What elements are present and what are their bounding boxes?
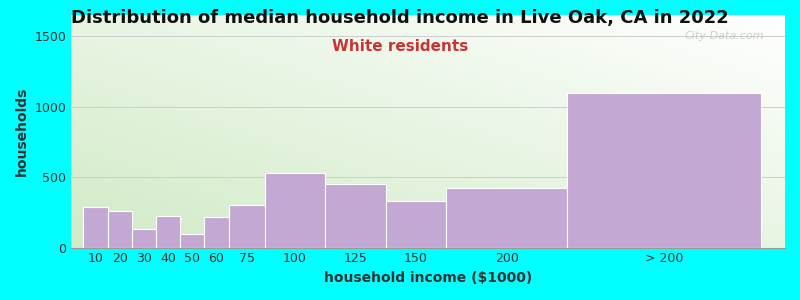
Bar <box>386 201 446 247</box>
Bar <box>204 217 229 248</box>
Bar <box>107 211 132 247</box>
Text: White residents: White residents <box>332 39 468 54</box>
Bar <box>326 184 386 247</box>
Bar <box>156 216 180 248</box>
Bar <box>132 229 156 247</box>
Text: City-Data.com: City-Data.com <box>684 31 763 41</box>
Bar <box>83 207 107 248</box>
X-axis label: household income ($1000): household income ($1000) <box>324 271 532 285</box>
Bar <box>446 188 567 248</box>
Bar <box>265 173 326 248</box>
Bar <box>229 205 265 248</box>
Y-axis label: households: households <box>15 87 29 176</box>
Text: Distribution of median household income in Live Oak, CA in 2022: Distribution of median household income … <box>71 9 729 27</box>
Bar <box>567 93 761 248</box>
Bar <box>180 234 204 248</box>
